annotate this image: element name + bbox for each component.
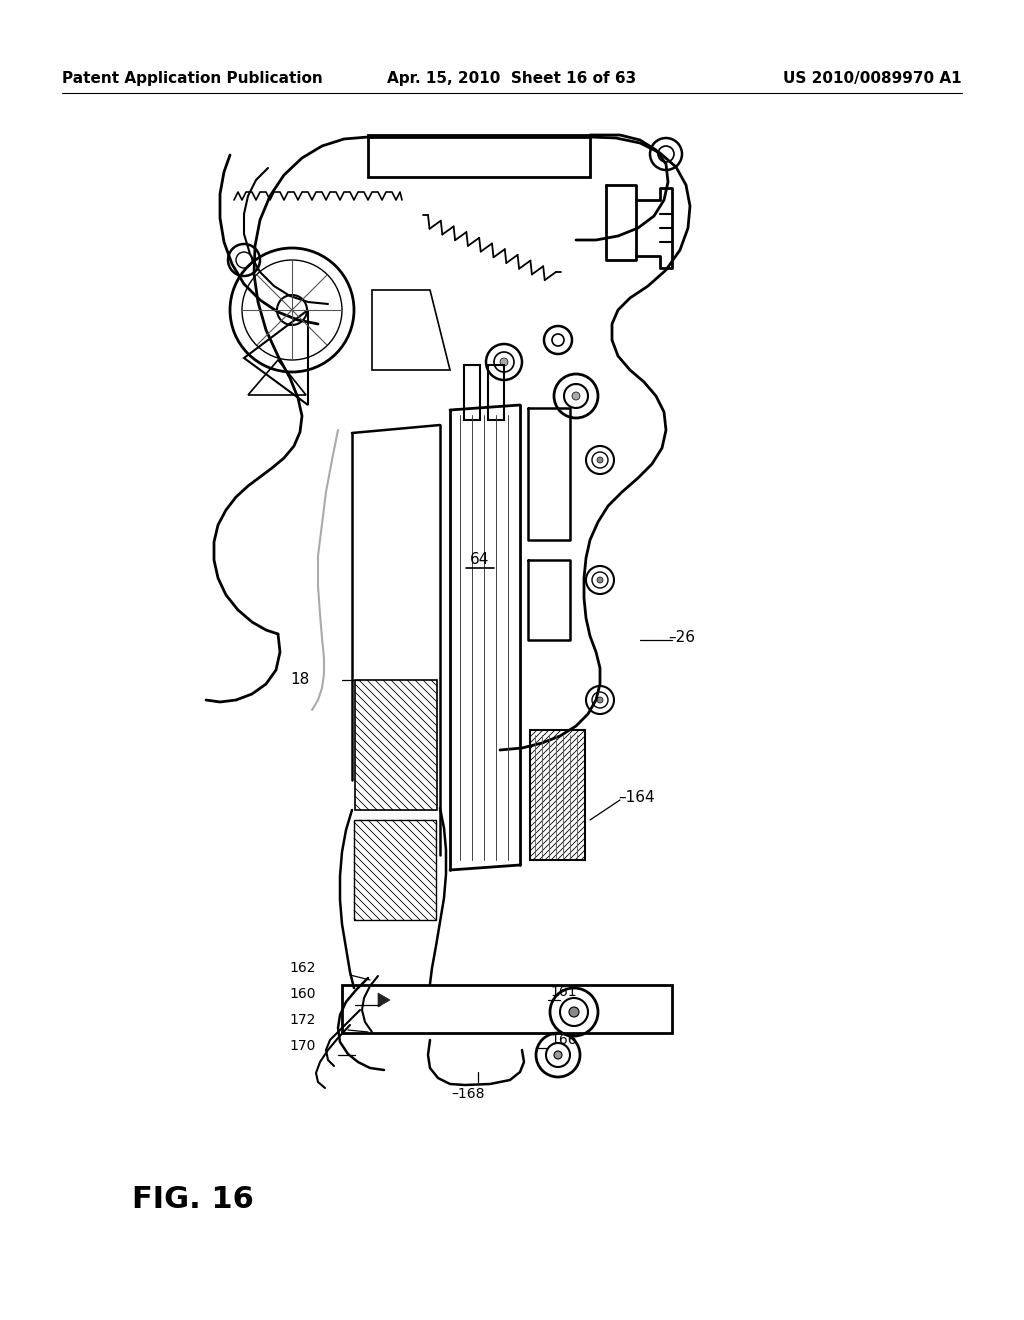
Bar xyxy=(368,135,590,177)
Text: US 2010/0089970 A1: US 2010/0089970 A1 xyxy=(783,70,962,86)
Text: Apr. 15, 2010  Sheet 16 of 63: Apr. 15, 2010 Sheet 16 of 63 xyxy=(387,70,637,86)
Circle shape xyxy=(597,577,603,583)
Text: 170: 170 xyxy=(290,1039,316,1053)
Text: 172: 172 xyxy=(290,1012,316,1027)
Bar xyxy=(530,730,585,861)
Text: 64: 64 xyxy=(470,553,489,568)
Text: 162: 162 xyxy=(290,961,316,975)
Polygon shape xyxy=(378,993,390,1007)
Circle shape xyxy=(572,392,580,400)
Bar xyxy=(464,366,480,420)
Bar xyxy=(342,985,672,1034)
Circle shape xyxy=(597,697,603,704)
Text: FIG. 16: FIG. 16 xyxy=(132,1185,254,1214)
Text: –168: –168 xyxy=(452,1086,484,1101)
Circle shape xyxy=(554,1051,562,1059)
Text: Patent Application Publication: Patent Application Publication xyxy=(62,70,323,86)
Bar xyxy=(355,680,437,810)
Text: –164: –164 xyxy=(618,791,654,805)
Circle shape xyxy=(500,358,508,366)
Circle shape xyxy=(597,457,603,463)
Text: 160: 160 xyxy=(290,987,316,1001)
Text: 166: 166 xyxy=(550,1034,577,1047)
Text: –26: –26 xyxy=(668,631,695,645)
Bar xyxy=(488,366,504,420)
Circle shape xyxy=(569,1007,579,1016)
Text: 161: 161 xyxy=(550,985,577,999)
Text: 18: 18 xyxy=(291,672,310,688)
Bar xyxy=(354,820,436,920)
